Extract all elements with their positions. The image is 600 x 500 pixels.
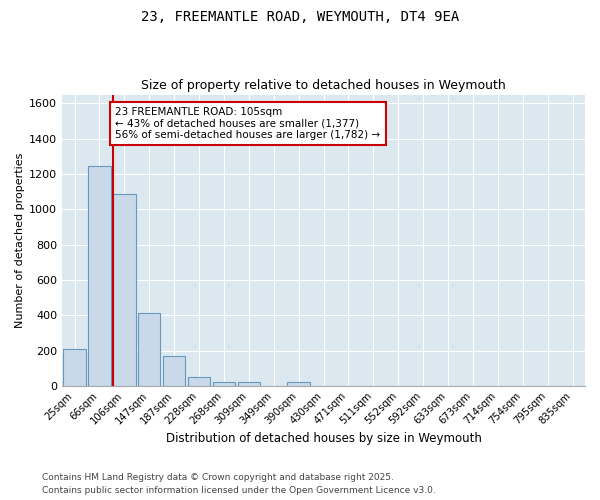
Text: 23, FREEMANTLE ROAD, WEYMOUTH, DT4 9EA: 23, FREEMANTLE ROAD, WEYMOUTH, DT4 9EA (141, 10, 459, 24)
Bar (287, 382, 310, 386)
Bar (113, 194, 136, 386)
Text: Contains public sector information licensed under the Open Government Licence v3: Contains public sector information licen… (42, 486, 436, 495)
Text: Contains HM Land Registry data © Crown copyright and database right 2025.: Contains HM Land Registry data © Crown c… (42, 472, 394, 482)
Title: Size of property relative to detached houses in Weymouth: Size of property relative to detached ho… (141, 79, 506, 92)
X-axis label: Distribution of detached houses by size in Weymouth: Distribution of detached houses by size … (166, 432, 482, 445)
Bar (188, 377, 210, 386)
Text: 23 FREEMANTLE ROAD: 105sqm
← 43% of detached houses are smaller (1,377)
56% of s: 23 FREEMANTLE ROAD: 105sqm ← 43% of deta… (115, 107, 380, 140)
Bar (64, 349, 86, 386)
Bar (163, 356, 185, 386)
Y-axis label: Number of detached properties: Number of detached properties (15, 152, 25, 328)
Bar (88, 166, 111, 386)
Bar (238, 382, 260, 386)
Bar (213, 382, 235, 386)
Bar (138, 312, 160, 386)
